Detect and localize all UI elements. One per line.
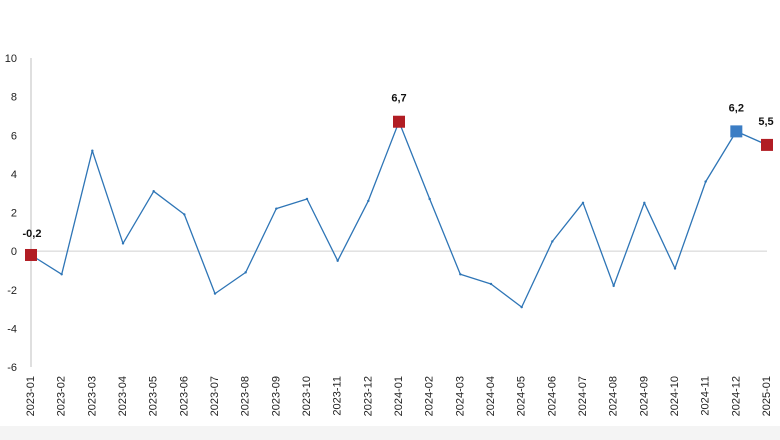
highlight-marker [730,125,743,138]
data-point [152,190,155,193]
footer-band [0,426,780,440]
x-tick-label: 2024-07 [577,376,589,416]
x-axis: 2023-01 2023-02 2023-03 2023-04 2023-05 2023-… [25,376,773,416]
x-tick-label: 2023-02 [56,376,68,416]
data-point [489,282,493,286]
x-tick-label: 2024-09 [638,376,650,416]
x-tick-label: 2023-08 [240,376,252,416]
data-point [213,292,217,295]
highlight-marker [393,115,405,128]
x-tick-label: 2024-04 [485,376,497,416]
y-axis: -6 -4 -2 0 2 4 6 8 10 [5,53,767,374]
data-label: -0,2 [23,228,42,240]
x-tick-label: 2023-10 [301,376,313,416]
data-point [244,271,247,274]
y-tick-label: -2 [7,285,17,297]
x-tick-label: 2024-02 [424,376,436,416]
x-tick-label: 2023-07 [209,376,221,416]
data-point [275,207,278,210]
data-point [581,201,585,205]
data-label: 6,2 [729,102,744,114]
data-point [367,199,370,203]
x-tick-label: 2024-12 [730,376,742,416]
x-tick-label: 2023-04 [117,376,129,416]
x-tick-label: 2023-05 [148,376,160,416]
x-tick-label: 2024-08 [608,376,620,416]
data-label: 6,7 [391,93,406,105]
x-tick-label: 2024-05 [516,376,528,416]
y-tick-label: 6 [11,130,17,142]
data-point [428,197,431,201]
y-tick-label: -4 [7,323,17,335]
data-point [673,267,677,270]
x-tick-label: 2024-01 [393,376,405,416]
x-tick-label: 2023-11 [332,376,344,416]
x-tick-label: 2024-11 [700,376,712,416]
y-tick-label: 2 [11,208,17,220]
y-tick-label: 10 [5,53,17,65]
data-point [183,213,186,216]
data-point [121,242,125,245]
data-point [459,273,462,276]
y-tick-label: 0 [11,246,17,258]
x-tick-label: 2024-10 [669,376,681,416]
y-tick-label: 4 [11,169,17,181]
data-point [305,197,309,201]
y-tick-label: -6 [7,362,17,374]
highlight-marker [25,248,37,261]
x-tick-label: 2023-09 [270,376,282,416]
x-tick-label: 2023-03 [86,376,98,416]
data-point [704,180,707,183]
data-point [336,259,339,262]
data-label: 5,5 [758,116,773,128]
x-tick-label: 2023-06 [178,376,190,416]
data-point [643,201,646,205]
data-point [612,284,615,288]
x-tick-label: 2025-01 [761,376,773,416]
x-tick-label: 2024-06 [546,376,558,416]
x-tick-label: 2023-12 [362,376,374,416]
x-tick-label: 2024-03 [454,376,466,416]
x-tick-label: 2023-01 [25,376,37,416]
data-point [520,305,523,309]
data-point [551,240,554,243]
series-line [29,120,769,309]
highlight-markers: -0,2 6,7 6,2 5,5 [23,93,774,261]
y-tick-label: 8 [11,92,17,104]
highlight-marker [761,138,773,151]
data-point [60,273,63,276]
data-point [91,149,94,152]
series-polyline [30,121,768,308]
